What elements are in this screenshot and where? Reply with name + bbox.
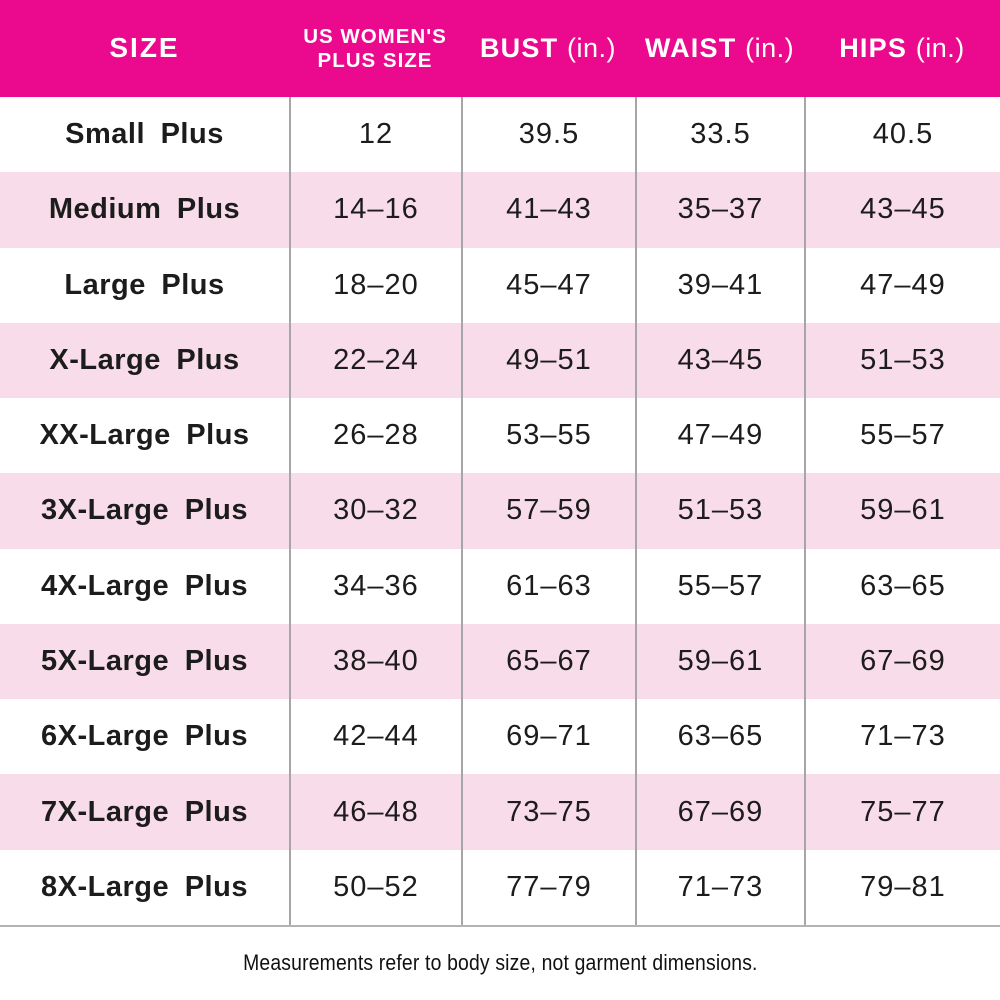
- hips-cell: 63–65: [804, 548, 1000, 624]
- us-size-cell: 12: [289, 97, 461, 173]
- table-row-7x-large-plus: 7X-Large Plus 46–48 73–75 67–69 75–77: [0, 774, 1000, 850]
- waist-cell: 47–49: [635, 398, 804, 474]
- size-cell: Large Plus: [64, 268, 225, 301]
- bust-cell: 49–51: [461, 322, 635, 399]
- table-row-medium-plus: Medium Plus 14–16 41–43 35–37 43–45: [0, 172, 1000, 248]
- bust-cell: 73–75: [461, 774, 635, 850]
- bust-cell: 65–67: [461, 623, 635, 700]
- size-cell: 7X-Large Plus: [41, 795, 248, 828]
- hips-cell: 79–81: [804, 849, 1000, 925]
- waist-cell: 59–61: [635, 623, 804, 700]
- us-size-cell: 34–36: [289, 548, 461, 624]
- column-header-us-line2: PLUS SIZE: [317, 48, 433, 72]
- us-size-cell: 30–32: [289, 473, 461, 549]
- bust-cell: 45–47: [461, 247, 635, 323]
- bust-cell: 77–79: [461, 849, 635, 925]
- column-header-bust-unit: (in.): [567, 32, 616, 63]
- bust-cell: 61–63: [461, 548, 635, 624]
- table-row-5x-large-plus: 5X-Large Plus 38–40 65–67 59–61 67–69: [0, 623, 1000, 700]
- us-size-cell: 46–48: [289, 774, 461, 850]
- bust-cell: 41–43: [461, 172, 635, 248]
- waist-cell: 63–65: [635, 699, 804, 775]
- size-cell: 3X-Large Plus: [41, 494, 248, 527]
- size-cell: X-Large Plus: [49, 343, 240, 376]
- hips-cell: 43–45: [804, 172, 1000, 248]
- table-row-3x-large-plus: 3X-Large Plus 30–32 57–59 51–53 59–61: [0, 473, 1000, 549]
- table-row-8x-large-plus: 8X-Large Plus 50–52 77–79 71–73 79–81: [0, 849, 1000, 925]
- table-row-6x-large-plus: 6X-Large Plus 42–44 69–71 63–65 71–73: [0, 699, 1000, 775]
- size-cell: 4X-Large Plus: [41, 569, 248, 602]
- hips-cell: 47–49: [804, 247, 1000, 323]
- column-header-waist: WAIST (in.): [635, 0, 804, 97]
- hips-cell: 59–61: [804, 473, 1000, 549]
- us-size-cell: 18–20: [289, 247, 461, 323]
- column-header-size-label: SIZE: [109, 32, 180, 64]
- us-size-cell: 38–40: [289, 623, 461, 700]
- table-row-small-plus: Small Plus 12 39.5 33.5 40.5: [0, 97, 1000, 173]
- hips-cell: 75–77: [804, 774, 1000, 850]
- us-size-cell: 26–28: [289, 398, 461, 474]
- hips-cell: 55–57: [804, 398, 1000, 474]
- waist-cell: 35–37: [635, 172, 804, 248]
- table-body: Small Plus 12 39.5 33.5 40.5 Medium Plus…: [0, 97, 1000, 927]
- hips-cell: 40.5: [804, 97, 1000, 173]
- size-cell: Small Plus: [65, 118, 224, 151]
- waist-cell: 71–73: [635, 849, 804, 925]
- column-header-hips-unit: (in.): [915, 32, 965, 63]
- bust-cell: 39.5: [461, 97, 635, 173]
- column-header-hips-label: HIPS: [839, 32, 908, 63]
- hips-cell: 67–69: [804, 623, 1000, 700]
- bust-cell: 53–55: [461, 398, 635, 474]
- hips-cell: 51–53: [804, 322, 1000, 399]
- column-header-us-line1: US WOMEN'S: [303, 24, 447, 48]
- waist-cell: 51–53: [635, 473, 804, 549]
- waist-cell: 43–45: [635, 322, 804, 399]
- footnote-text: Measurements refer to body size, not gar…: [242, 949, 758, 975]
- waist-cell: 33.5: [635, 97, 804, 173]
- column-header-bust: BUST (in.): [461, 0, 635, 97]
- us-size-cell: 22–24: [289, 322, 461, 399]
- table-row-xx-large-plus: XX-Large Plus 26–28 53–55 47–49 55–57: [0, 398, 1000, 474]
- column-header-waist-label: WAIST: [644, 32, 737, 63]
- size-cell: 5X-Large Plus: [41, 644, 248, 677]
- size-cell: Medium Plus: [48, 193, 241, 226]
- waist-cell: 55–57: [635, 548, 804, 624]
- bust-cell: 57–59: [461, 473, 635, 549]
- us-size-cell: 14–16: [289, 172, 461, 248]
- bust-cell: 69–71: [461, 699, 635, 775]
- column-header-us-plus-size: US WOMEN'S PLUS SIZE: [289, 0, 461, 97]
- size-cell: 8X-Large Plus: [41, 870, 248, 903]
- us-size-cell: 42–44: [289, 699, 461, 775]
- column-header-bust-label: BUST: [479, 32, 559, 63]
- column-header-hips: HIPS (in.): [804, 0, 1000, 97]
- table-row-4x-large-plus: 4X-Large Plus 34–36 61–63 55–57 63–65: [0, 548, 1000, 624]
- us-size-cell: 50–52: [289, 849, 461, 925]
- waist-cell: 39–41: [635, 247, 804, 323]
- column-header-size: SIZE: [0, 0, 289, 97]
- table-row-x-large-plus: X-Large Plus 22–24 49–51 43–45 51–53: [0, 322, 1000, 399]
- waist-cell: 67–69: [635, 774, 804, 850]
- table-header-row: SIZE US WOMEN'S PLUS SIZE BUST (in.) WAI…: [0, 0, 1000, 97]
- hips-cell: 71–73: [804, 699, 1000, 775]
- size-cell: 6X-Large Plus: [41, 720, 248, 753]
- footnote-area: Measurements refer to body size, not gar…: [0, 927, 1000, 998]
- size-cell: XX-Large Plus: [39, 419, 250, 452]
- table-row-large-plus: Large Plus 18–20 45–47 39–41 47–49: [0, 247, 1000, 323]
- column-header-waist-unit: (in.): [745, 32, 795, 63]
